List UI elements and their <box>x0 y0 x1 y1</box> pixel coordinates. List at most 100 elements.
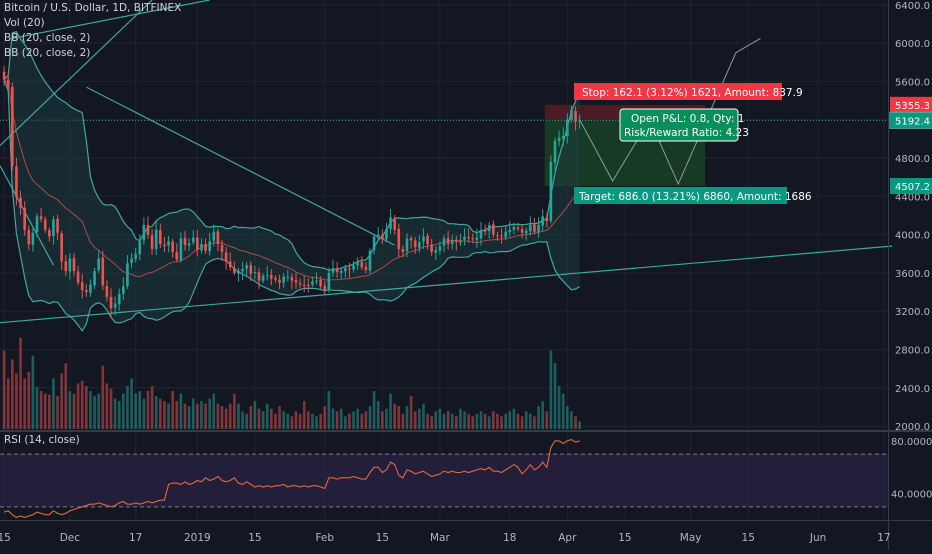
volume-bar <box>286 413 290 429</box>
candle-body <box>48 230 51 237</box>
price-tick-label: 3200.0 <box>895 307 930 318</box>
volume-bar <box>228 403 232 429</box>
candle-body <box>508 229 512 233</box>
candle-body <box>130 258 133 264</box>
candle-body <box>385 228 388 240</box>
candle-body <box>356 262 359 266</box>
volume-bar <box>561 393 565 429</box>
time-tick-label: 17 <box>129 532 142 544</box>
volume-bar <box>282 411 285 429</box>
candle-body <box>64 261 68 271</box>
candle-body <box>430 244 433 252</box>
legend-bb-1[interactable]: BB (20, close, 2) <box>4 32 91 44</box>
volume-bar <box>335 411 339 429</box>
candle-body <box>31 232 35 245</box>
candle-body <box>89 284 92 293</box>
candle-body <box>167 241 170 246</box>
candle-body <box>307 284 310 286</box>
projection-path <box>579 37 761 186</box>
candle-body <box>228 261 232 268</box>
volume-bar <box>393 403 396 429</box>
volume-bar <box>549 350 553 429</box>
price-tag-box <box>890 96 932 113</box>
candle-body <box>302 284 306 286</box>
volume-bar <box>570 411 573 429</box>
legend-title[interactable]: Bitcoin / U.S. Dollar, 1D, BITFINEX <box>4 2 182 14</box>
candle-body <box>294 280 298 283</box>
candle-body <box>323 285 327 291</box>
candle-body <box>360 262 364 268</box>
volume-bar <box>138 391 142 429</box>
volume-bar <box>397 406 401 429</box>
candle-body <box>126 263 129 287</box>
support-trendline <box>0 245 893 324</box>
candle-body <box>434 249 438 253</box>
time-tick-label: 15 <box>248 532 261 544</box>
target-label-box[interactable] <box>574 187 787 204</box>
price-tick-label: 6400.0 <box>895 1 930 12</box>
candle-body <box>561 135 565 139</box>
volume-bar <box>191 398 195 429</box>
candle-body <box>372 236 376 251</box>
upper-trendline-1 <box>0 0 153 146</box>
price-tag-text: 5192.4 <box>895 116 930 127</box>
volume-bar <box>298 413 302 429</box>
volume-bar <box>56 396 59 429</box>
volume-bar <box>381 411 384 429</box>
candle-body <box>15 166 18 198</box>
volume-bar <box>265 403 269 429</box>
stop-label-box[interactable] <box>574 83 782 100</box>
volume-bar <box>290 416 294 429</box>
candle-body <box>315 280 318 282</box>
bb-lower <box>3 79 581 332</box>
candle-body <box>298 283 302 285</box>
candle-body <box>224 252 228 262</box>
volume-bar <box>422 403 425 429</box>
candle-body <box>142 225 146 241</box>
candle-body <box>483 229 487 232</box>
volume-bar <box>311 413 314 429</box>
volume-bar <box>512 408 516 429</box>
volume-bar <box>348 413 351 429</box>
volume-bar <box>516 413 520 429</box>
candles[interactable] <box>2 66 581 318</box>
candle-body <box>97 258 100 271</box>
volume-bar <box>401 413 405 429</box>
candle-body <box>533 224 536 232</box>
position-labels[interactable]: Stop: 162.1 (3.12%) 1621, Amount: 837.9 … <box>574 83 812 204</box>
volume-bar <box>68 391 72 429</box>
candle-body <box>537 225 540 233</box>
price-tick-label: 4800.0 <box>895 154 930 165</box>
candle-body <box>409 238 413 241</box>
pnl-label-box[interactable] <box>619 108 739 142</box>
volume-bar <box>171 391 174 429</box>
candle-body <box>249 264 253 274</box>
candle-body <box>529 225 532 232</box>
time-tick-label: 15 <box>0 532 11 544</box>
candle-body <box>479 229 483 239</box>
volume-bar <box>553 363 557 429</box>
legend-volume[interactable]: Vol (20) <box>4 17 45 29</box>
candle-body <box>348 268 351 270</box>
volume-bar <box>52 378 55 429</box>
upper-trendline-2 <box>12 0 210 39</box>
volume-bar <box>446 411 450 429</box>
candle-body <box>450 240 454 244</box>
volume-bar <box>175 401 179 429</box>
candle-body <box>401 249 405 252</box>
time-tick-label: 15 <box>742 532 755 544</box>
price-tick-label: 2800.0 <box>895 346 930 357</box>
volume-bar <box>418 408 421 429</box>
legend-rsi[interactable]: RSI (14, close) <box>4 434 80 446</box>
volume-bar <box>508 411 512 429</box>
legend-bb-2[interactable]: BB (20, close, 2) <box>4 47 91 59</box>
volume-bar <box>307 411 310 429</box>
candle-body <box>60 233 63 262</box>
price-tick-label: 6000.0 <box>895 39 930 50</box>
trend-lines <box>0 0 893 324</box>
candle-body <box>516 227 520 229</box>
candle-body <box>574 111 577 122</box>
volume-bar <box>89 391 92 429</box>
